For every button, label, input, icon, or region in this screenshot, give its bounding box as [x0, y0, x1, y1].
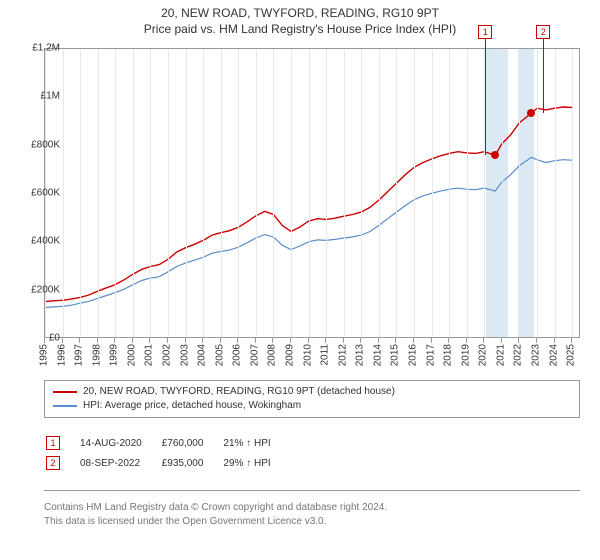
x-axis-label: 2003: [179, 344, 190, 366]
x-axis-label: 2008: [267, 344, 278, 366]
y-axis-label: £1M: [20, 91, 60, 102]
marker-leader-1: [485, 39, 486, 155]
x-axis-label: 2014: [372, 344, 383, 366]
chart-subtitle: Price paid vs. HM Land Registry's House …: [0, 22, 600, 36]
series-legend: 20, NEW ROAD, TWYFORD, READING, RG10 9PT…: [44, 380, 580, 418]
x-axis-label: 2016: [408, 344, 419, 366]
x-axis-label: 1995: [39, 344, 50, 366]
marker-badge-2: 2: [46, 456, 60, 470]
y-axis-label: £600K: [20, 188, 60, 199]
x-axis-label: 2020: [478, 344, 489, 366]
plot-area: 12: [44, 48, 580, 338]
marker-box-1: 1: [478, 25, 492, 39]
x-axis-label: 2018: [443, 344, 454, 366]
x-axis-label: 2025: [566, 344, 577, 366]
y-axis-label: £0: [20, 333, 60, 344]
x-axis-label: 2019: [460, 344, 471, 366]
legend-swatch-0: [53, 391, 77, 393]
marker-price-1: £760,000: [162, 434, 222, 452]
y-axis-label: £200K: [20, 284, 60, 295]
x-axis-label: 2023: [531, 344, 542, 366]
x-axis-label: 2007: [249, 344, 260, 366]
x-axis-label: 1996: [56, 344, 67, 366]
attribution-line-1: Contains HM Land Registry data © Crown c…: [44, 501, 580, 515]
legend-row-1: HPI: Average price, detached house, Woki…: [53, 399, 571, 413]
x-axis-label: 2005: [214, 344, 225, 366]
marker-row-2: 2 08-SEP-2022 £935,000 29% ↑ HPI: [46, 454, 289, 472]
legend-row-0: 20, NEW ROAD, TWYFORD, READING, RG10 9PT…: [53, 385, 571, 399]
x-axis-label: 2024: [548, 344, 559, 366]
x-axis-label: 2002: [162, 344, 173, 366]
marker-date-1: 14-AUG-2020: [80, 434, 160, 452]
markers-table: 1 14-AUG-2020 £760,000 21% ↑ HPI 2 08-SE…: [44, 432, 291, 474]
marker-price-2: £935,000: [162, 454, 222, 472]
x-axis-label: 1999: [109, 344, 120, 366]
title-block: 20, NEW ROAD, TWYFORD, READING, RG10 9PT…: [0, 0, 600, 36]
x-axis-label: 2013: [355, 344, 366, 366]
legend-block: 20, NEW ROAD, TWYFORD, READING, RG10 9PT…: [44, 380, 580, 474]
marker-date-2: 08-SEP-2022: [80, 454, 160, 472]
marker-badge-1: 1: [46, 436, 60, 450]
x-axis-label: 2009: [285, 344, 296, 366]
chart-title-address: 20, NEW ROAD, TWYFORD, READING, RG10 9PT: [0, 6, 600, 20]
x-axis-label: 2004: [197, 344, 208, 366]
attribution-line-2: This data is licensed under the Open Gov…: [44, 515, 580, 529]
marker-leader-2: [543, 39, 544, 113]
legend-label-1: HPI: Average price, detached house, Woki…: [83, 399, 301, 413]
x-axis-label: 1997: [74, 344, 85, 366]
x-axis-label: 2017: [425, 344, 436, 366]
y-axis-label: £800K: [20, 139, 60, 150]
marker-pct-1: 21% ↑ HPI: [223, 434, 288, 452]
x-axis-label: 2006: [232, 344, 243, 366]
marker-row-1: 1 14-AUG-2020 £760,000 21% ↑ HPI: [46, 434, 289, 452]
legend-label-0: 20, NEW ROAD, TWYFORD, READING, RG10 9PT…: [83, 385, 395, 399]
plot-svg: [45, 49, 581, 339]
marker-box-2: 2: [536, 25, 550, 39]
x-axis-label: 2021: [495, 344, 506, 366]
y-axis-label: £1.2M: [20, 43, 60, 54]
x-axis-label: 1998: [91, 344, 102, 366]
x-axis-label: 2015: [390, 344, 401, 366]
chart-container: 20, NEW ROAD, TWYFORD, READING, RG10 9PT…: [0, 0, 600, 560]
marker-pct-2: 29% ↑ HPI: [223, 454, 288, 472]
y-axis-label: £400K: [20, 236, 60, 247]
x-axis-label: 2011: [320, 344, 331, 366]
x-axis-label: 2000: [126, 344, 137, 366]
x-axis-label: 2010: [302, 344, 313, 366]
attribution: Contains HM Land Registry data © Crown c…: [44, 490, 580, 529]
legend-swatch-1: [53, 405, 77, 407]
x-axis-label: 2022: [513, 344, 524, 366]
x-axis-label: 2001: [144, 344, 155, 366]
x-axis-label: 2012: [337, 344, 348, 366]
